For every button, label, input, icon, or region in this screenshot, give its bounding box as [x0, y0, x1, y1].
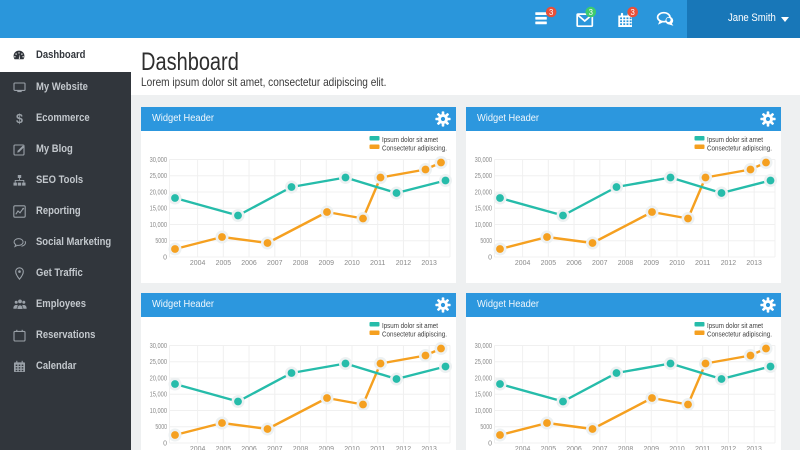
- svg-text:Consectetur adipiscing.: Consectetur adipiscing.: [707, 332, 772, 339]
- svg-text:2005: 2005: [216, 446, 232, 450]
- svg-text:2006: 2006: [241, 260, 257, 267]
- svg-text:Ipsum dolor sit amet: Ipsum dolor sit amet: [382, 137, 438, 144]
- svg-text:$: $: [16, 112, 23, 125]
- svg-text:2004: 2004: [190, 446, 206, 450]
- svg-text:Consectetur adipiscing.: Consectetur adipiscing.: [382, 332, 447, 339]
- svg-text:10,000: 10,000: [150, 222, 167, 229]
- svg-text:2009: 2009: [644, 260, 660, 267]
- svg-text:2009: 2009: [319, 260, 335, 267]
- svg-text:Consectetur adipiscing.: Consectetur adipiscing.: [707, 146, 772, 153]
- svg-text:5000: 5000: [480, 238, 492, 245]
- svg-text:30,000: 30,000: [475, 157, 492, 164]
- svg-text:0: 0: [488, 254, 492, 261]
- svg-text:0: 0: [488, 440, 492, 447]
- svg-text:2007: 2007: [267, 446, 283, 450]
- svg-text:2012: 2012: [396, 260, 412, 267]
- svg-text:20,000: 20,000: [150, 189, 167, 196]
- svg-text:20,000: 20,000: [150, 375, 167, 382]
- svg-text:3: 3: [549, 8, 553, 17]
- svg-text:0: 0: [163, 440, 167, 447]
- svg-text:2004: 2004: [515, 446, 531, 450]
- svg-text:2013: 2013: [746, 446, 762, 450]
- svg-text:2012: 2012: [721, 446, 737, 450]
- svg-text:10,000: 10,000: [150, 408, 167, 415]
- svg-text:2011: 2011: [695, 446, 711, 450]
- svg-text:Consectetur adipiscing.: Consectetur adipiscing.: [382, 146, 447, 153]
- svg-text:2011: 2011: [370, 446, 386, 450]
- svg-text:2008: 2008: [618, 260, 634, 267]
- svg-text:15,000: 15,000: [475, 206, 492, 213]
- svg-text:30,000: 30,000: [475, 343, 492, 350]
- svg-text:5000: 5000: [480, 424, 492, 431]
- svg-text:10,000: 10,000: [475, 408, 492, 415]
- svg-text:2008: 2008: [618, 446, 634, 450]
- svg-text:15,000: 15,000: [150, 392, 167, 399]
- svg-text:2013: 2013: [421, 446, 437, 450]
- svg-text:2007: 2007: [267, 260, 283, 267]
- svg-text:2006: 2006: [566, 446, 582, 450]
- svg-text:2005: 2005: [216, 260, 232, 267]
- svg-text:2012: 2012: [721, 260, 737, 267]
- svg-text:30,000: 30,000: [150, 157, 167, 164]
- svg-text:2005: 2005: [541, 446, 557, 450]
- svg-text:Ipsum dolor sit amet: Ipsum dolor sit amet: [382, 323, 438, 330]
- svg-text:25,000: 25,000: [150, 173, 167, 180]
- svg-text:2006: 2006: [566, 260, 582, 267]
- svg-text:Ipsum dolor sit amet: Ipsum dolor sit amet: [707, 137, 763, 144]
- svg-text:2010: 2010: [344, 446, 360, 450]
- svg-text:2012: 2012: [396, 446, 412, 450]
- svg-text:2010: 2010: [669, 446, 685, 450]
- svg-text:5000: 5000: [155, 424, 167, 431]
- svg-text:2009: 2009: [319, 446, 335, 450]
- svg-text:2010: 2010: [344, 260, 360, 267]
- svg-text:2004: 2004: [190, 260, 206, 267]
- svg-text:2009: 2009: [644, 446, 660, 450]
- svg-text:2010: 2010: [669, 260, 685, 267]
- svg-text:3: 3: [589, 8, 593, 17]
- svg-text:2013: 2013: [746, 260, 762, 267]
- svg-text:2008: 2008: [293, 446, 309, 450]
- svg-text:30,000: 30,000: [150, 343, 167, 350]
- svg-text:2011: 2011: [370, 260, 386, 267]
- svg-text:25,000: 25,000: [475, 359, 492, 366]
- svg-text:2013: 2013: [421, 260, 437, 267]
- svg-text:2006: 2006: [241, 446, 257, 450]
- svg-text:15,000: 15,000: [150, 206, 167, 213]
- svg-text:20,000: 20,000: [475, 375, 492, 382]
- svg-text:25,000: 25,000: [475, 173, 492, 180]
- svg-text:2011: 2011: [695, 260, 711, 267]
- svg-text:2007: 2007: [592, 260, 608, 267]
- svg-text:2004: 2004: [515, 260, 531, 267]
- svg-text:10,000: 10,000: [475, 222, 492, 229]
- svg-text:25,000: 25,000: [150, 359, 167, 366]
- svg-text:2007: 2007: [592, 446, 608, 450]
- svg-text:5000: 5000: [155, 238, 167, 245]
- svg-text:2008: 2008: [293, 260, 309, 267]
- svg-text:3: 3: [631, 8, 635, 17]
- svg-text:Ipsum dolor sit amet: Ipsum dolor sit amet: [707, 323, 763, 330]
- svg-text:20,000: 20,000: [475, 189, 492, 196]
- svg-text:15,000: 15,000: [475, 392, 492, 399]
- svg-text:0: 0: [163, 254, 167, 261]
- svg-text:2005: 2005: [541, 260, 557, 267]
